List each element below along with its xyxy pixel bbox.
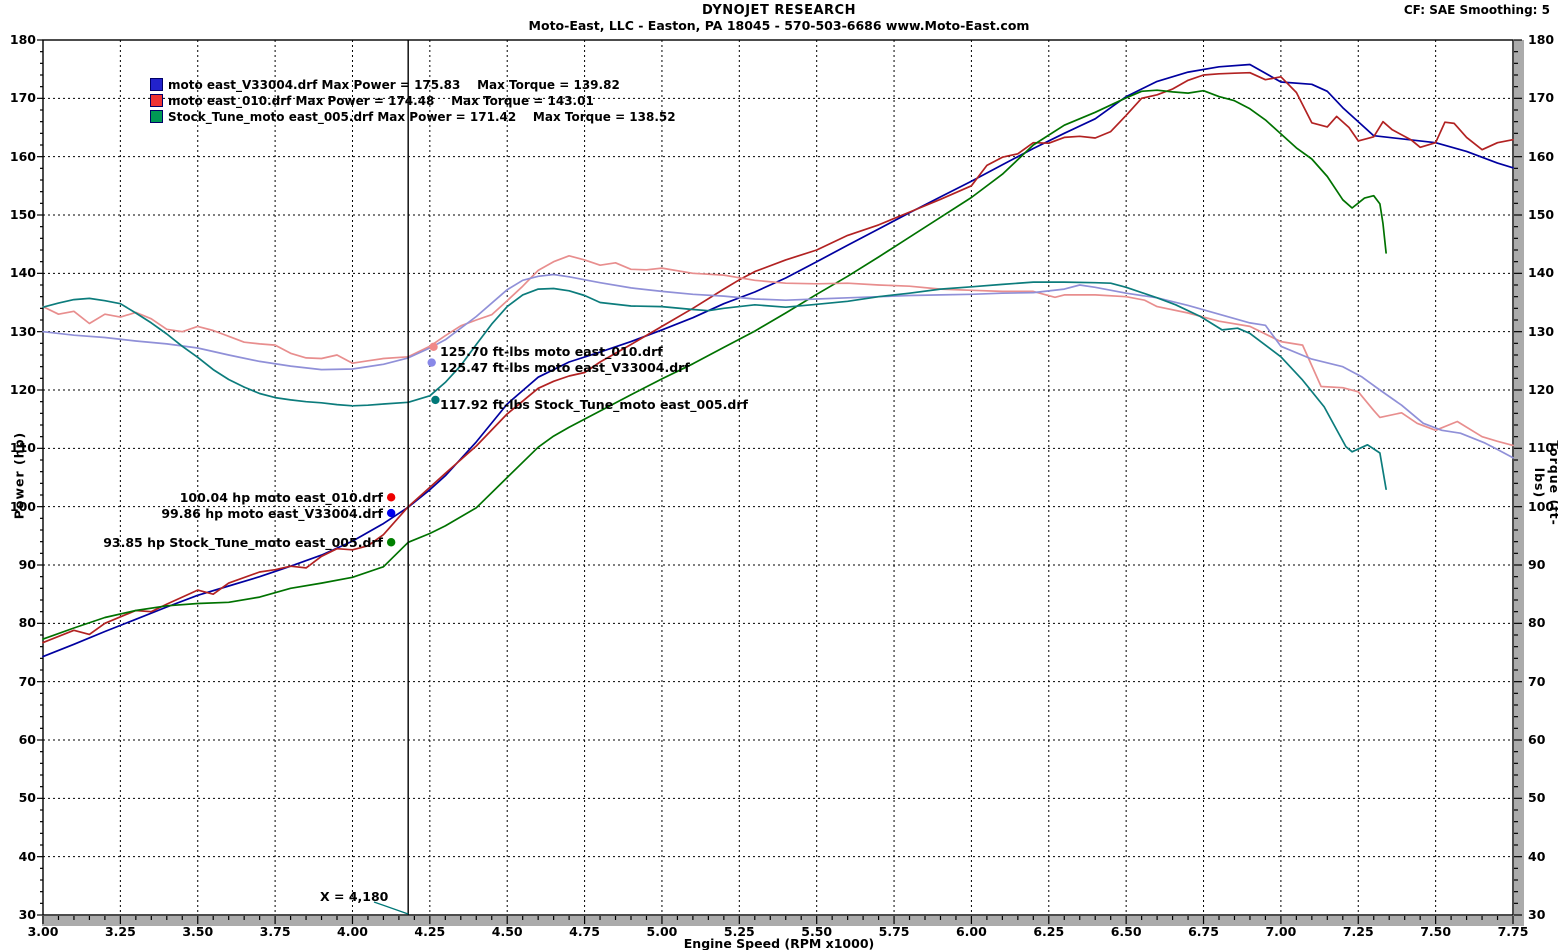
cursor-marker <box>427 358 436 367</box>
x-axis-tick-label: 5.00 <box>646 924 678 939</box>
readout-torque-v33004: 125.47 ft-lbs moto east_V33004.drf <box>440 360 690 375</box>
cursor-marker <box>431 395 440 405</box>
x-axis-tick-label: 5.25 <box>723 924 755 939</box>
x-axis-tick-label: 4.00 <box>337 924 368 939</box>
x-axis-tick-label: 7.00 <box>1265 924 1297 939</box>
left-axis-tick-label: 120 <box>9 382 36 397</box>
series-moto-east-010-drf-torque <box>42 254 1514 447</box>
right-axis-tick-label: 70 <box>1528 673 1546 689</box>
x-axis-tick-label: 5.75 <box>878 924 910 939</box>
right-axis-tick-label: 150 <box>1528 207 1555 222</box>
series-moto-east-010-drf-power <box>42 71 1514 644</box>
x-axis-tick-label: 4.75 <box>569 924 600 939</box>
cursor-marker <box>386 508 396 518</box>
readout-power-010: 100.04 hp moto east_010.drf <box>179 490 383 505</box>
legend-label: moto east_010.drf Max Power = 174.48 Max… <box>168 93 594 108</box>
left-axis-tick-label: 150 <box>9 207 36 222</box>
right-axis-tick-label: 30 <box>1528 907 1546 922</box>
series-moto-east-v33004-drf-power <box>42 63 1514 658</box>
legend-swatch-red <box>150 94 163 107</box>
right-axis-tick-label: 180 <box>1528 32 1555 47</box>
readout-power-v33004: 99.86 hp moto east_V33004.drf <box>161 506 383 521</box>
right-axis-tick-label: 80 <box>1528 615 1546 631</box>
left-axis-tick-label: 180 <box>9 32 36 47</box>
readout-torque-010: 125.70 ft-lbs moto east_010.drf <box>440 344 663 359</box>
legend-row-v33004: moto east_V33004.drf Max Power = 175.83 … <box>150 77 620 92</box>
x-axis-tick-label: 3.00 <box>27 924 59 939</box>
x-axis-tick-label: 6.75 <box>1188 924 1219 939</box>
page-title: DYNOJET RESEARCH <box>702 3 856 18</box>
series-stock-tune-moto-east-005-drf-torque <box>42 281 1387 491</box>
left-axis-tick-label: 140 <box>9 265 36 281</box>
cursor-marker <box>386 493 396 502</box>
right-axis-tick-label: 140 <box>1528 265 1555 281</box>
left-axis-tick-label: 70 <box>18 673 36 689</box>
plot-border <box>42 39 1514 916</box>
left-axis-tick-label: 130 <box>9 323 36 339</box>
left-axis-tick-label: 160 <box>9 148 36 164</box>
right-axis-tick-label: 60 <box>1528 732 1546 747</box>
x-axis-tick-label: 5.50 <box>801 924 833 939</box>
x-axis-strip <box>42 916 1524 926</box>
x-axis-tick-label: 4.50 <box>491 924 523 939</box>
legend-label: Stock_Tune_moto east_005.drf Max Power =… <box>168 109 676 124</box>
left-axis-tick-label: 110 <box>9 440 36 456</box>
series-stock-tune-moto-east-005-drf-power <box>42 89 1387 640</box>
cursor-marker <box>386 538 396 547</box>
x-axis-tick-label: 3.25 <box>104 924 136 939</box>
left-axis-title: Power (hp) <box>11 431 27 520</box>
legend-row-stock: Stock_Tune_moto east_005.drf Max Power =… <box>150 109 676 124</box>
right-axis-tick-label: 110 <box>1528 440 1555 456</box>
x-axis-tick-label: 7.50 <box>1420 924 1452 939</box>
right-axis-tick-label: 120 <box>1528 382 1555 397</box>
right-axis-tick-label: 130 <box>1528 323 1555 339</box>
right-axis-tick-label: 50 <box>1528 790 1546 806</box>
right-axis-tick-label: 160 <box>1528 148 1555 164</box>
x-axis-tick-label: 3.75 <box>259 924 291 939</box>
right-axis-tick-label: 170 <box>1528 90 1555 106</box>
x-axis-tick-label: 4.25 <box>414 924 446 939</box>
left-axis-tick-label: 50 <box>18 790 36 806</box>
left-axis-tick-label: 170 <box>9 90 36 106</box>
left-axis-tick-label: 60 <box>18 732 36 747</box>
cursor-callout-line <box>373 901 409 915</box>
legend-swatch-green <box>150 110 163 123</box>
x-axis-title: Engine Speed (RPM x1000) <box>683 936 875 950</box>
left-axis-tick-label: 90 <box>18 557 36 572</box>
right-axis-tick-label: 90 <box>1528 557 1546 572</box>
x-axis-tick-label: 7.25 <box>1342 924 1374 939</box>
left-axis-tick-label: 30 <box>18 907 36 922</box>
right-axis-tick-label: 100 <box>1528 498 1555 514</box>
cursor-x-label: X = 4,180 <box>320 889 389 904</box>
legend-row-010: moto east_010.drf Max Power = 174.48 Max… <box>150 93 594 108</box>
x-axis-tick-label: 7.75 <box>1497 924 1529 939</box>
x-axis-tick-label: 6.25 <box>1033 924 1065 939</box>
x-axis-tick-label: 6.50 <box>1110 924 1142 939</box>
cursor-marker <box>429 342 438 352</box>
x-axis-tick-label: 3.50 <box>182 924 214 939</box>
legend-swatch-blue <box>150 78 163 91</box>
left-axis-tick-label: 100 <box>9 498 36 514</box>
y-axis-strip <box>1514 40 1524 916</box>
correction-smoothing-label: CF: SAE Smoothing: 5 <box>1403 3 1550 17</box>
right-axis-tick-label: 40 <box>1528 848 1546 864</box>
legend-label: moto east_V33004.drf Max Power = 175.83 … <box>168 77 620 92</box>
readout-torque-stock: 117.92 ft-lbs Stock_Tune_moto east_005.d… <box>440 397 748 412</box>
series-moto-east-v33004-drf-torque <box>42 273 1514 459</box>
x-axis-tick-label: 6.00 <box>955 924 987 939</box>
left-axis-tick-label: 40 <box>18 848 36 864</box>
readout-power-stock: 93.85 hp Stock_Tune_moto east_005.drf <box>103 535 383 550</box>
left-axis-tick-label: 80 <box>18 615 36 631</box>
page-subtitle: Moto-East, LLC - Easton, PA 18045 - 570-… <box>528 18 1030 33</box>
